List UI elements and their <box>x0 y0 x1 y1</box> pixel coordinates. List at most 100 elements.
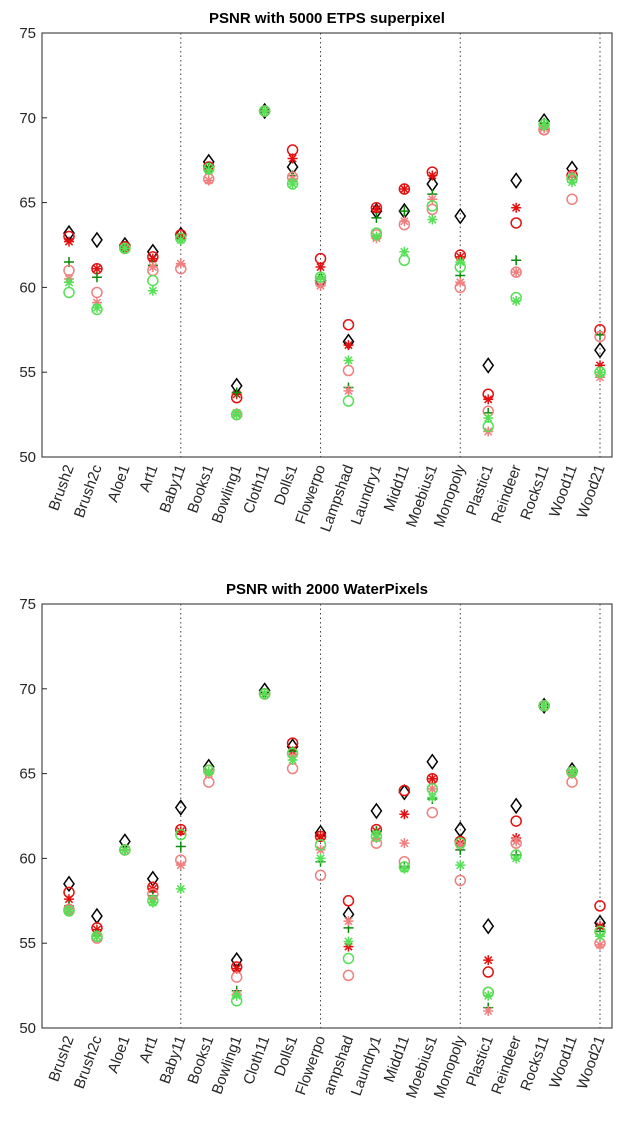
marker <box>399 809 410 820</box>
marker <box>539 700 550 711</box>
marker <box>398 254 411 267</box>
marker <box>63 875 75 893</box>
marker <box>399 206 410 217</box>
marker <box>314 869 327 882</box>
marker <box>483 412 494 423</box>
marker <box>64 905 74 916</box>
marker <box>427 773 438 784</box>
marker <box>455 860 466 871</box>
marker <box>91 272 102 283</box>
marker <box>91 297 102 308</box>
marker <box>511 267 522 278</box>
marker <box>258 688 271 700</box>
marker <box>286 178 299 190</box>
y-tick-label: 50 <box>19 449 36 466</box>
marker <box>483 394 494 405</box>
marker <box>454 261 467 273</box>
y-tick-label: 65 <box>19 766 36 783</box>
marker <box>511 202 522 213</box>
marker <box>147 895 159 907</box>
marker <box>119 844 130 855</box>
marker <box>202 764 215 776</box>
marker <box>175 841 186 852</box>
x-tick-label: Cloth11 <box>240 1034 273 1087</box>
marker <box>258 105 271 117</box>
marker <box>398 783 411 801</box>
marker <box>147 253 158 264</box>
marker <box>315 262 326 273</box>
x-tick-label: Dolls1 <box>271 463 301 508</box>
marker <box>230 408 243 421</box>
marker <box>64 277 74 288</box>
x-tick-label: Cloth11 <box>240 463 273 516</box>
x-tick-label: Aloe1 <box>105 1034 134 1076</box>
marker <box>510 291 522 304</box>
marker <box>342 969 355 982</box>
marker <box>175 234 186 245</box>
marker <box>343 936 354 947</box>
marker <box>567 170 578 181</box>
marker <box>566 173 578 185</box>
marker <box>482 966 494 978</box>
marker <box>231 409 242 420</box>
marker <box>427 194 438 205</box>
marker <box>119 844 131 856</box>
marker <box>594 341 606 359</box>
marker <box>483 955 494 966</box>
marker <box>594 330 606 343</box>
marker <box>91 924 102 935</box>
chart-title: PSNR with 2000 WaterPixels <box>226 581 428 598</box>
marker <box>371 829 382 840</box>
marker <box>454 874 467 887</box>
y-tick-label: 60 <box>19 850 36 867</box>
marker <box>63 905 75 917</box>
marker <box>342 895 355 907</box>
marker <box>482 917 495 935</box>
marker <box>455 839 466 850</box>
marker <box>398 861 411 873</box>
marker <box>426 203 439 216</box>
marker <box>370 802 383 820</box>
marker <box>538 700 550 712</box>
marker <box>566 193 578 205</box>
marker <box>175 828 187 841</box>
marker <box>510 172 523 189</box>
marker <box>454 207 467 225</box>
marker <box>566 766 578 778</box>
marker <box>482 420 494 433</box>
marker <box>259 688 270 699</box>
marker <box>314 839 327 851</box>
y-tick-label: 75 <box>19 25 36 42</box>
marker <box>595 360 605 371</box>
marker <box>147 274 159 287</box>
marker <box>567 766 578 777</box>
marker <box>175 258 186 269</box>
marker <box>399 838 410 849</box>
marker <box>175 826 186 837</box>
y-tick-label: 60 <box>19 279 36 296</box>
marker <box>147 262 158 273</box>
marker <box>343 916 354 927</box>
marker <box>399 184 410 195</box>
marker <box>398 784 411 797</box>
marker <box>343 385 354 396</box>
marker <box>119 243 130 254</box>
marker <box>63 286 75 299</box>
marker <box>455 251 466 262</box>
marker <box>91 263 102 274</box>
x-tick-label: Art1 <box>136 1034 161 1066</box>
marker <box>343 941 354 952</box>
marker <box>511 836 522 847</box>
marker <box>539 119 550 130</box>
y-tick-label: 55 <box>19 364 36 381</box>
marker <box>91 231 103 249</box>
marker <box>203 165 214 176</box>
x-tick-label: Art1 <box>136 463 161 495</box>
marker <box>370 227 383 239</box>
x-tick-label: Midd11 <box>381 463 413 514</box>
marker <box>426 753 439 771</box>
y-tick-label: 70 <box>19 681 36 698</box>
marker <box>371 231 382 242</box>
